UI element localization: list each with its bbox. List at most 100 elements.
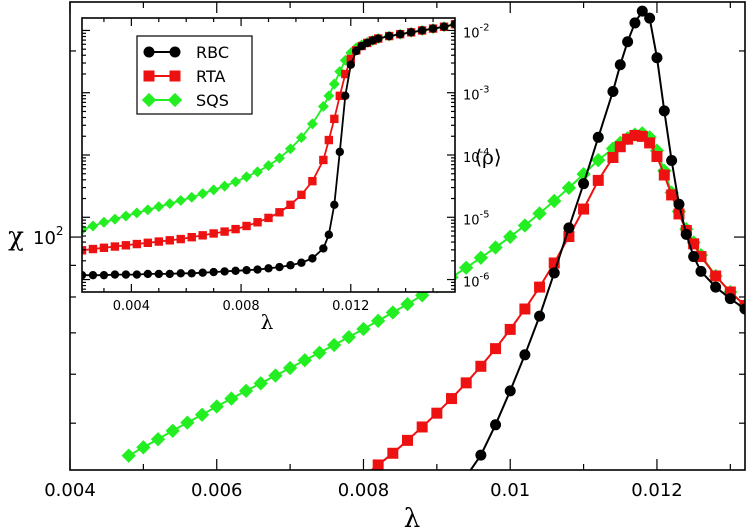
main-sqs-point (268, 368, 283, 383)
inset-sqs-point (131, 207, 143, 219)
inset-sqs-point (306, 118, 318, 130)
inset-rta-point (286, 200, 295, 210)
main-rbc-point (490, 419, 502, 431)
main-rta-point (695, 251, 707, 263)
legend: RBC RTA SQS (136, 35, 253, 115)
main-rta-point (402, 434, 413, 446)
inset-rbc-point (384, 31, 394, 41)
inset-rbc-point (132, 270, 142, 279)
main-rbc-point (548, 267, 560, 279)
main-rbc-point (614, 59, 626, 71)
inset-rbc-point (154, 269, 163, 279)
legend-label: RBC (196, 43, 229, 62)
main-rbc-point (739, 303, 745, 315)
inset-rta-point (143, 238, 153, 248)
main-sqs-point (150, 432, 166, 447)
inset-sqs-point (175, 194, 187, 206)
inset-rbc-point (264, 264, 273, 273)
main-rbc-point (636, 5, 648, 17)
inset-rbc-point (395, 29, 405, 39)
inset-rta-point (264, 213, 273, 223)
inset-rbc-point (242, 266, 251, 275)
main-y-tick-label: 102 (33, 224, 64, 249)
inset-sqs-point (317, 100, 329, 112)
inset-x-tick-label: 0.004 (113, 299, 150, 314)
main-rbc-point (622, 36, 634, 48)
main-rta-point (724, 286, 736, 298)
main-sqs-point (547, 193, 562, 209)
inset-sqs-point (98, 216, 110, 228)
main-ticks: 0.004 0.006 0.008 0.01 0.012 102 (33, 2, 745, 501)
inset-rbc-point (319, 244, 328, 253)
inset-rbc-point (417, 26, 427, 35)
inset-rbc-point (88, 270, 98, 280)
inset-rbc-point (110, 270, 120, 279)
main-rbc-point (534, 310, 546, 322)
inset-sqs-point (241, 171, 253, 183)
main-rbc-point (578, 178, 590, 190)
main-rbc-point (461, 471, 472, 482)
main-rta-point (475, 360, 487, 372)
inset-sqs-point (230, 176, 242, 188)
inset-rbc-point (352, 46, 361, 56)
main-x-tick-label: 0.01 (490, 480, 530, 501)
main-sqs-point (371, 313, 386, 328)
main-sqs-point (326, 337, 342, 353)
inset-rta-point (231, 224, 240, 234)
inset-y-axis-title: ⟨ρ⟩ (474, 145, 501, 169)
main-rta-point (578, 203, 590, 215)
main-sqs-point (136, 440, 151, 455)
inset-rbc-point (324, 230, 334, 239)
legend-entries: RBC RTA SQS (141, 43, 229, 110)
inset-rbc-point (176, 269, 185, 278)
main-rta-point (548, 257, 560, 269)
main-sqs-point (238, 383, 254, 398)
inset-rbc-line (82, 23, 455, 277)
main-sqs-point (473, 250, 489, 265)
inset-sqs-point (186, 191, 198, 203)
main-x-tick-label: 0.004 (44, 480, 96, 501)
main-rta-point (504, 323, 516, 335)
inset-sqs-point (274, 152, 285, 164)
main-x-tick-label: 0.012 (631, 480, 683, 501)
legend-marker (167, 92, 183, 108)
main-rbc-point (519, 349, 531, 361)
main-rbc-point (607, 85, 619, 97)
inset-rta-point (154, 237, 163, 246)
main-rta-point (490, 343, 502, 355)
main-rta-point (658, 169, 670, 181)
inset-rbc-point (198, 268, 207, 277)
inset-rbc-point (374, 34, 383, 43)
inset-y-tick-label: 10-5 (463, 209, 490, 228)
main-rta-point (644, 137, 656, 149)
main-sqs-point (591, 152, 606, 168)
inset-rbc-point (209, 267, 218, 277)
inset-sqs-point (109, 213, 121, 225)
main-rta-point (636, 130, 648, 142)
inset-rta-point (110, 242, 120, 251)
main-sqs-point (297, 353, 312, 368)
main-rta-point (607, 151, 619, 163)
main-sqs-point (400, 296, 415, 312)
inset-sqs-point (219, 180, 231, 192)
legend-item-rta: RTA (143, 67, 225, 86)
inset-sqs-point (295, 132, 307, 144)
main-rta-point (710, 270, 722, 282)
main-sqs-point (561, 180, 577, 196)
inset-sqs-point (263, 160, 274, 172)
main-rta-point (460, 377, 472, 389)
main-sqs-point (121, 448, 136, 463)
inset-sqs-point (164, 198, 176, 210)
main-rta-point (372, 459, 384, 470)
main-rta-point (629, 129, 641, 141)
inset-rbc-point (121, 270, 131, 279)
main-plot: 0.004 0.006 0.008 0.01 0.012 102 λ χ (8, 1, 746, 530)
main-rbc-point (710, 281, 722, 293)
inset-y-tick-label: 10-2 (463, 22, 490, 41)
main-sqs-point (180, 415, 195, 430)
inset-sqs-point (323, 90, 335, 102)
legend-item-rbc: RBC (143, 43, 229, 62)
main-y-axis-title: χ (8, 222, 24, 252)
main-rta-point (673, 208, 685, 220)
